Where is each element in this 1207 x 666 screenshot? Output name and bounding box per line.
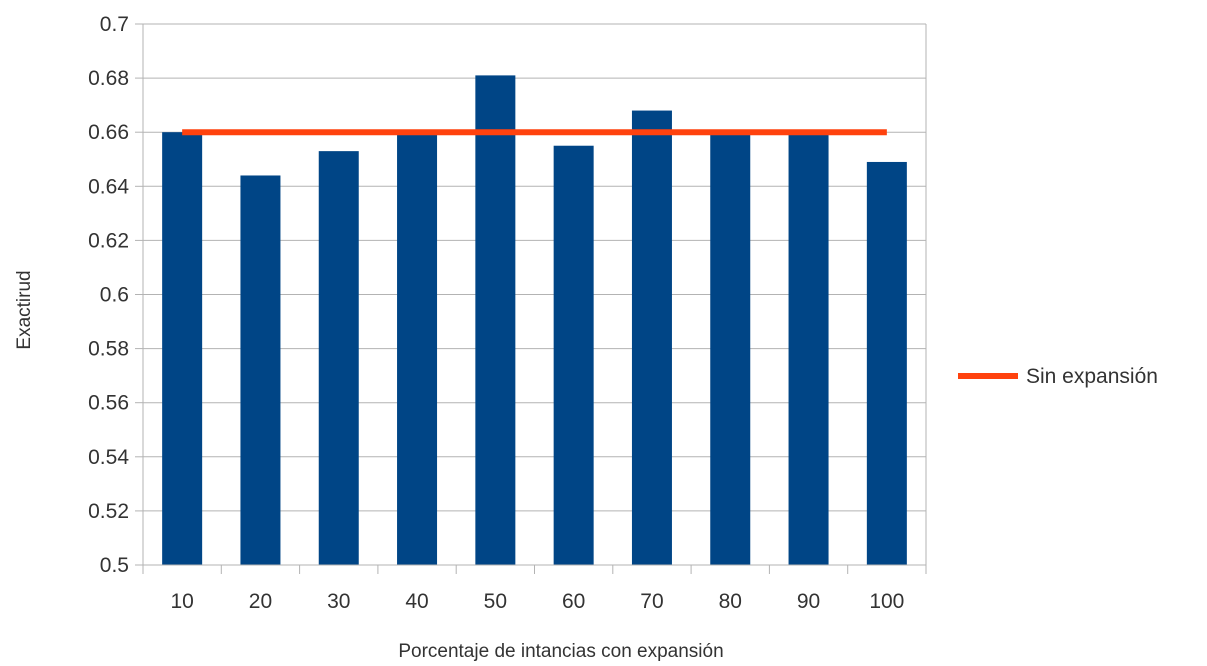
- x-tick-label-10: 10: [170, 590, 193, 613]
- x-tick-label-50: 50: [484, 590, 507, 613]
- y-tick-label-2: 0.54: [88, 446, 129, 469]
- x-tick-label-70: 70: [640, 590, 663, 613]
- x-axis-title: Porcentaje de intancias con expansión: [398, 641, 723, 662]
- bar-50: [475, 75, 516, 566]
- x-tick-label-40: 40: [405, 590, 428, 613]
- legend-label-sin-expansion: Sin expansión: [1026, 365, 1158, 388]
- y-tick-label-4: 0.58: [88, 338, 129, 361]
- y-axis-title: Exactirud: [14, 270, 35, 349]
- x-tick-label-60: 60: [562, 590, 585, 613]
- x-tick-labels: 10 20 30 40 50 60 70 80 90 100: [170, 590, 904, 613]
- x-tick-label-90: 90: [797, 590, 820, 613]
- x-tick-label-20: 20: [249, 590, 272, 613]
- bars: [162, 75, 907, 566]
- y-tick-label-9: 0.68: [88, 67, 129, 90]
- bar-90: [788, 132, 829, 565]
- y-tick-labels: 0.5 0.52 0.54 0.56 0.58 0.6 0.62 0.64 0.66 0.68 0.…: [88, 13, 129, 577]
- x-tick-label-80: 80: [719, 590, 742, 613]
- bar-60: [553, 145, 594, 565]
- y-tick-label-7: 0.64: [88, 175, 129, 198]
- bar-100: [866, 161, 907, 565]
- bar-70: [631, 110, 672, 565]
- bar-20: [240, 175, 281, 566]
- y-tick-label-10: 0.7: [100, 13, 129, 36]
- bar-80: [710, 132, 751, 565]
- y-tick-label-8: 0.66: [88, 121, 129, 144]
- y-tick-label-0: 0.5: [100, 554, 129, 577]
- y-tick-label-3: 0.56: [88, 392, 129, 415]
- y-tick-label-6: 0.62: [88, 229, 129, 252]
- bar-40: [397, 132, 438, 565]
- y-tick-label-1: 0.52: [88, 500, 129, 523]
- y-tick-label-5: 0.6: [100, 284, 129, 307]
- bar-10: [162, 132, 203, 565]
- x-tick-label-100: 100: [869, 590, 904, 613]
- axes: [142, 24, 927, 574]
- legend: Sin expansión: [958, 365, 1158, 388]
- x-tick-label-30: 30: [327, 590, 350, 613]
- bar-30: [318, 151, 359, 565]
